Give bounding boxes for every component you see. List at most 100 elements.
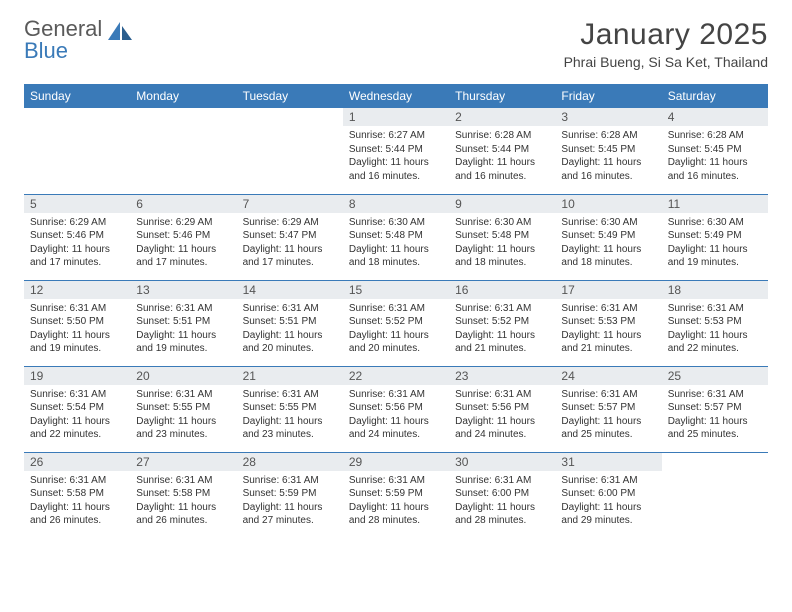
- day-number: 23: [449, 367, 555, 385]
- sunset-value: 5:55 PM: [279, 402, 316, 413]
- sunset-value: 5:54 PM: [67, 402, 104, 413]
- day-details: Sunrise: 6:30 AMSunset: 5:48 PMDaylight:…: [343, 213, 449, 274]
- day-number: 15: [343, 281, 449, 299]
- calendar-day-cell: 13Sunrise: 6:31 AMSunset: 5:51 PMDayligh…: [130, 280, 236, 366]
- sunrise-value: 6:31 AM: [495, 389, 532, 400]
- sunset-value: 6:00 PM: [598, 488, 635, 499]
- daylight-value: 11 hours and 19 minutes.: [668, 244, 748, 269]
- daylight-value: 11 hours and 27 minutes.: [243, 502, 323, 527]
- sunset-value: 5:46 PM: [67, 230, 104, 241]
- daylight-value: 11 hours and 17 minutes.: [30, 244, 110, 269]
- day-details: Sunrise: 6:29 AMSunset: 5:46 PMDaylight:…: [130, 213, 236, 274]
- day-number: 30: [449, 453, 555, 471]
- daylight-value: 11 hours and 25 minutes.: [561, 416, 641, 441]
- sunrise-value: 6:31 AM: [388, 303, 425, 314]
- brand-logo: General Blue: [24, 18, 136, 62]
- calendar-day-cell: 23Sunrise: 6:31 AMSunset: 5:56 PMDayligh…: [449, 366, 555, 452]
- calendar-day-cell: 19Sunrise: 6:31 AMSunset: 5:54 PMDayligh…: [24, 366, 130, 452]
- calendar-day-cell: 2Sunrise: 6:28 AMSunset: 5:44 PMDaylight…: [449, 108, 555, 194]
- daylight-value: 11 hours and 28 minutes.: [349, 502, 429, 527]
- day-number: 26: [24, 453, 130, 471]
- day-number: 11: [662, 195, 768, 213]
- sunset-value: 6:00 PM: [492, 488, 529, 499]
- day-details: Sunrise: 6:29 AMSunset: 5:47 PMDaylight:…: [237, 213, 343, 274]
- daylight-value: 11 hours and 18 minutes.: [455, 244, 535, 269]
- sunset-value: 5:51 PM: [173, 316, 210, 327]
- calendar-day-cell: 5Sunrise: 6:29 AMSunset: 5:46 PMDaylight…: [24, 194, 130, 280]
- calendar-day-cell: 27Sunrise: 6:31 AMSunset: 5:58 PMDayligh…: [130, 452, 236, 538]
- sunset-value: 5:44 PM: [492, 144, 529, 155]
- calendar-day-cell: 26Sunrise: 6:31 AMSunset: 5:58 PMDayligh…: [24, 452, 130, 538]
- sunrise-value: 6:31 AM: [282, 475, 319, 486]
- day-number: 31: [555, 453, 661, 471]
- day-details: Sunrise: 6:29 AMSunset: 5:46 PMDaylight:…: [24, 213, 130, 274]
- day-number: 18: [662, 281, 768, 299]
- day-number: 12: [24, 281, 130, 299]
- day-details: Sunrise: 6:31 AMSunset: 5:52 PMDaylight:…: [343, 299, 449, 360]
- day-number: 21: [237, 367, 343, 385]
- day-number: 20: [130, 367, 236, 385]
- daylight-value: 11 hours and 18 minutes.: [349, 244, 429, 269]
- day-details: Sunrise: 6:31 AMSunset: 5:51 PMDaylight:…: [130, 299, 236, 360]
- sunrise-value: 6:31 AM: [601, 475, 638, 486]
- day-details: Sunrise: 6:31 AMSunset: 5:54 PMDaylight:…: [24, 385, 130, 446]
- calendar-day-cell: 28Sunrise: 6:31 AMSunset: 5:59 PMDayligh…: [237, 452, 343, 538]
- daylight-value: 11 hours and 16 minutes.: [561, 157, 641, 182]
- sunrise-value: 6:28 AM: [707, 130, 744, 141]
- sunset-value: 5:46 PM: [173, 230, 210, 241]
- daylight-value: 11 hours and 18 minutes.: [561, 244, 641, 269]
- day-details: Sunrise: 6:30 AMSunset: 5:49 PMDaylight:…: [555, 213, 661, 274]
- calendar-day-cell: 16Sunrise: 6:31 AMSunset: 5:52 PMDayligh…: [449, 280, 555, 366]
- sunrise-value: 6:31 AM: [176, 389, 213, 400]
- day-details: Sunrise: 6:30 AMSunset: 5:48 PMDaylight:…: [449, 213, 555, 274]
- day-number: 9: [449, 195, 555, 213]
- calendar-day-cell: 10Sunrise: 6:30 AMSunset: 5:49 PMDayligh…: [555, 194, 661, 280]
- sunrise-value: 6:29 AM: [176, 217, 213, 228]
- sunset-value: 5:53 PM: [598, 316, 635, 327]
- calendar-day-cell: [130, 108, 236, 194]
- sunset-value: 5:59 PM: [279, 488, 316, 499]
- sunrise-value: 6:31 AM: [495, 475, 532, 486]
- sunset-value: 5:48 PM: [386, 230, 423, 241]
- daylight-value: 11 hours and 20 minutes.: [243, 330, 323, 355]
- weekday-header: Sunday: [24, 84, 130, 108]
- calendar-table: Sunday Monday Tuesday Wednesday Thursday…: [24, 84, 768, 538]
- daylight-value: 11 hours and 29 minutes.: [561, 502, 641, 527]
- sunset-value: 5:57 PM: [598, 402, 635, 413]
- daylight-value: 11 hours and 25 minutes.: [668, 416, 748, 441]
- calendar-day-cell: 4Sunrise: 6:28 AMSunset: 5:45 PMDaylight…: [662, 108, 768, 194]
- calendar-day-cell: 11Sunrise: 6:30 AMSunset: 5:49 PMDayligh…: [662, 194, 768, 280]
- sunrise-value: 6:31 AM: [69, 389, 106, 400]
- sunset-value: 5:56 PM: [386, 402, 423, 413]
- title-block: January 2025 Phrai Bueng, Si Sa Ket, Tha…: [564, 18, 768, 70]
- daylight-value: 11 hours and 16 minutes.: [668, 157, 748, 182]
- sunrise-value: 6:29 AM: [282, 217, 319, 228]
- calendar-week-row: 5Sunrise: 6:29 AMSunset: 5:46 PMDaylight…: [24, 194, 768, 280]
- sunset-value: 5:57 PM: [704, 402, 741, 413]
- daylight-value: 11 hours and 17 minutes.: [243, 244, 323, 269]
- sunrise-value: 6:31 AM: [601, 389, 638, 400]
- sunrise-value: 6:30 AM: [707, 217, 744, 228]
- weekday-header: Monday: [130, 84, 236, 108]
- sunset-value: 5:55 PM: [173, 402, 210, 413]
- day-number: 6: [130, 195, 236, 213]
- day-details: Sunrise: 6:31 AMSunset: 6:00 PMDaylight:…: [555, 471, 661, 532]
- sunset-value: 5:51 PM: [279, 316, 316, 327]
- daylight-value: 11 hours and 22 minutes.: [668, 330, 748, 355]
- daylight-value: 11 hours and 17 minutes.: [136, 244, 216, 269]
- day-details: Sunrise: 6:31 AMSunset: 5:53 PMDaylight:…: [555, 299, 661, 360]
- calendar-day-cell: 18Sunrise: 6:31 AMSunset: 5:53 PMDayligh…: [662, 280, 768, 366]
- sunset-value: 5:49 PM: [704, 230, 741, 241]
- calendar-day-cell: 12Sunrise: 6:31 AMSunset: 5:50 PMDayligh…: [24, 280, 130, 366]
- daylight-value: 11 hours and 26 minutes.: [30, 502, 110, 527]
- calendar-day-cell: 21Sunrise: 6:31 AMSunset: 5:55 PMDayligh…: [237, 366, 343, 452]
- sunrise-value: 6:31 AM: [707, 303, 744, 314]
- day-details: Sunrise: 6:28 AMSunset: 5:44 PMDaylight:…: [449, 126, 555, 187]
- day-number: 10: [555, 195, 661, 213]
- day-details: Sunrise: 6:31 AMSunset: 5:57 PMDaylight:…: [555, 385, 661, 446]
- day-number: 5: [24, 195, 130, 213]
- brand-text: General Blue: [24, 18, 102, 62]
- day-details: Sunrise: 6:31 AMSunset: 5:51 PMDaylight:…: [237, 299, 343, 360]
- calendar-day-cell: 25Sunrise: 6:31 AMSunset: 5:57 PMDayligh…: [662, 366, 768, 452]
- day-details: Sunrise: 6:31 AMSunset: 5:55 PMDaylight:…: [237, 385, 343, 446]
